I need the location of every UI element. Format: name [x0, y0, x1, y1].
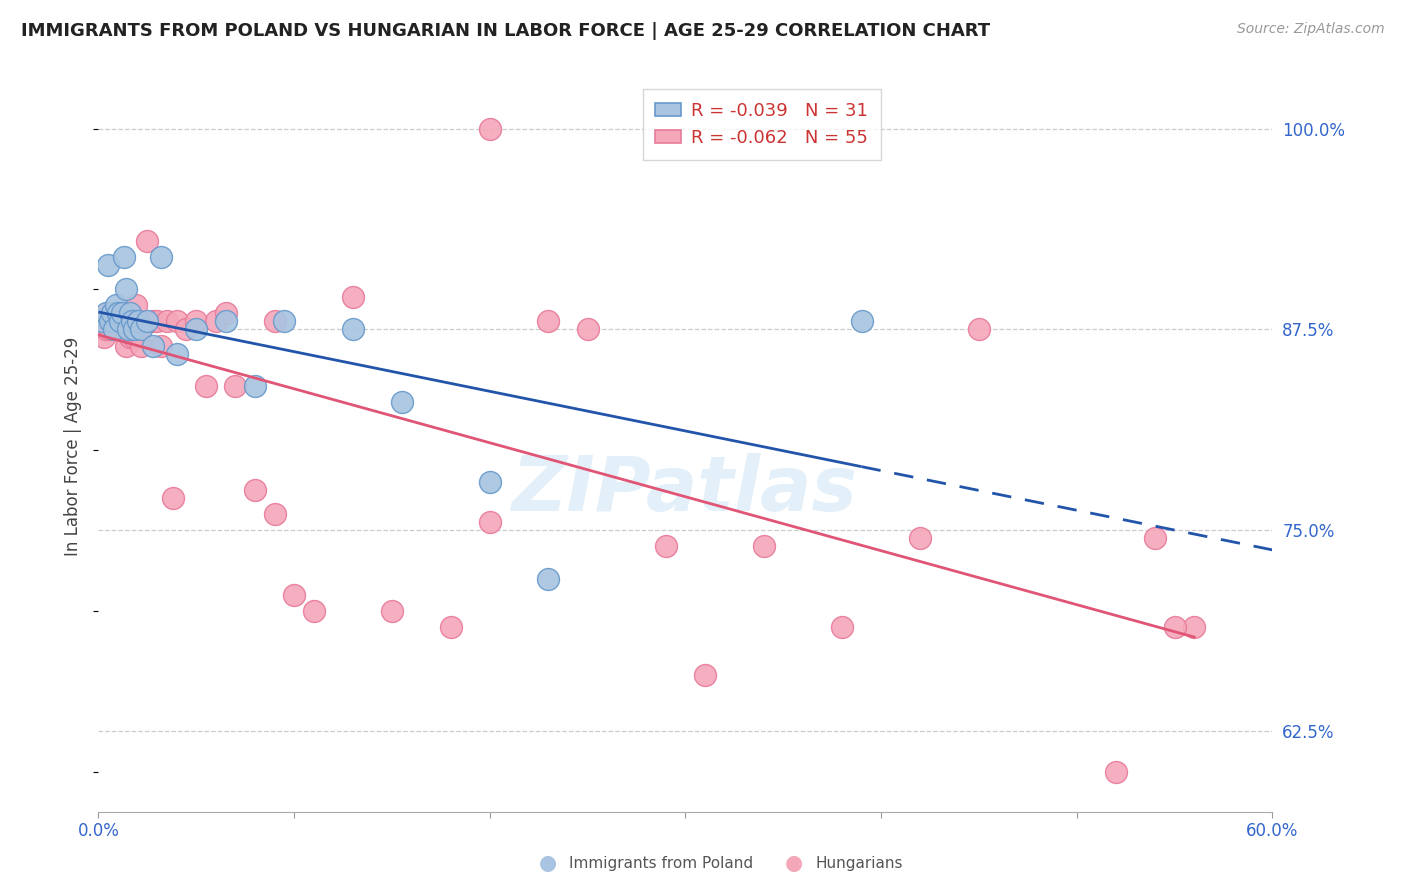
Point [136, 314, 159, 328]
Text: Hungarians: Hungarians [815, 856, 903, 871]
Point [537, 572, 560, 586]
Text: IMMIGRANTS FROM POLAND VS HUNGARIAN IN LABOR FORCE | AGE 25-29 CORRELATION CHART: IMMIGRANTS FROM POLAND VS HUNGARIAN IN L… [21, 22, 990, 40]
Point [1105, 764, 1128, 779]
Point [693, 668, 716, 682]
Point [108, 314, 131, 328]
Point [576, 322, 599, 336]
Point [214, 314, 236, 328]
Point [263, 314, 285, 328]
Point [156, 314, 179, 328]
Point [114, 338, 136, 352]
Point [91, 314, 114, 328]
Point [107, 322, 129, 336]
Point [243, 378, 266, 392]
Point [831, 620, 853, 634]
Point [105, 314, 128, 328]
Point [131, 338, 153, 352]
Point [111, 314, 134, 328]
Point [283, 588, 305, 602]
Point [910, 532, 932, 546]
Point [1144, 532, 1167, 546]
Point [105, 298, 128, 312]
Legend: R = -0.039   N = 31, R = -0.062   N = 55: R = -0.039 N = 31, R = -0.062 N = 55 [643, 89, 882, 160]
Point [98, 314, 121, 328]
Point [342, 322, 364, 336]
Point [342, 290, 364, 304]
Text: Immigrants from Poland: Immigrants from Poland [569, 856, 754, 871]
Point [91, 314, 114, 328]
Point [118, 306, 141, 320]
Point [186, 314, 208, 328]
Point [440, 620, 463, 634]
Point [224, 378, 246, 392]
Point [117, 314, 139, 328]
Point [214, 306, 236, 320]
Point [107, 306, 129, 320]
Point [478, 121, 501, 136]
Point [118, 330, 141, 344]
Point [93, 330, 115, 344]
Point [176, 322, 198, 336]
Point [127, 314, 149, 328]
Point [122, 322, 145, 336]
Point [967, 322, 990, 336]
Point [111, 306, 134, 320]
Point [101, 314, 124, 328]
Point [851, 314, 873, 328]
Point [243, 483, 266, 498]
Point [381, 604, 404, 618]
Point [103, 322, 125, 336]
Point [122, 330, 145, 344]
Point [166, 314, 188, 328]
Point [131, 322, 153, 336]
Point [655, 540, 678, 554]
Point [117, 322, 139, 336]
Point [195, 378, 218, 392]
Point [478, 516, 501, 530]
Point [121, 314, 143, 328]
Point [124, 298, 146, 312]
Point [166, 346, 188, 360]
Point [186, 322, 208, 336]
Point [391, 394, 413, 409]
Point [1182, 620, 1205, 634]
Point [302, 604, 325, 618]
Point [263, 508, 285, 522]
Point [150, 338, 173, 352]
Point [752, 540, 775, 554]
Point [97, 306, 120, 320]
Text: ●: ● [540, 854, 557, 873]
Point [205, 314, 228, 328]
Point [112, 250, 135, 264]
Point [112, 322, 135, 336]
Point [150, 250, 173, 264]
Point [108, 306, 131, 320]
Point [96, 306, 118, 320]
Text: ●: ● [786, 854, 803, 873]
Point [146, 314, 169, 328]
Point [162, 491, 184, 506]
Point [1163, 620, 1185, 634]
Point [101, 306, 124, 320]
Point [142, 314, 165, 328]
Text: Source: ZipAtlas.com: Source: ZipAtlas.com [1237, 22, 1385, 37]
Point [273, 314, 295, 328]
Point [114, 282, 136, 296]
Point [121, 322, 143, 336]
Point [103, 322, 125, 336]
Point [478, 475, 501, 490]
Point [98, 322, 121, 336]
Point [127, 330, 149, 344]
Point [96, 322, 118, 336]
Point [97, 258, 120, 272]
Y-axis label: In Labor Force | Age 25-29: In Labor Force | Age 25-29 [65, 336, 83, 556]
Point [136, 234, 159, 248]
Point [537, 314, 560, 328]
Point [142, 338, 165, 352]
Text: ZIPatlas: ZIPatlas [512, 453, 859, 527]
